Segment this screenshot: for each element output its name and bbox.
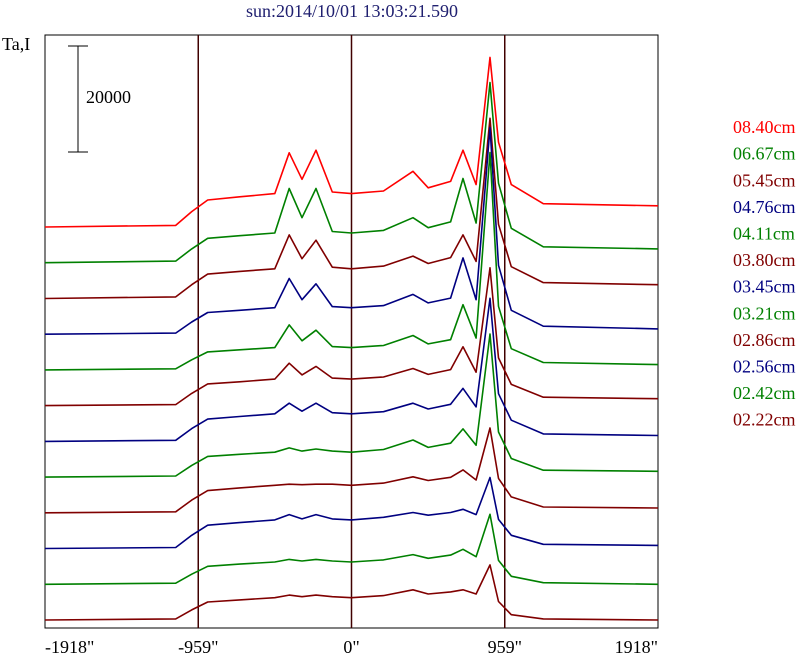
x-tick-label: 0" [343,637,359,657]
x-tick-label: 1918" [615,637,658,657]
y-axis-label: Ta,I [2,34,30,54]
chart-title: sun:2014/10/01 13:03:21.590 [246,1,458,21]
series-line [44,117,659,300]
legend-entry: 02.56cm [733,357,796,377]
series-line [44,564,659,621]
legend-entry: 03.45cm [733,277,796,297]
legend-entry: 06.67cm [733,144,796,164]
legend-entry: 05.45cm [733,170,796,190]
legend-entry: 08.40cm [733,117,796,137]
legend-entry: 03.21cm [733,303,796,323]
series-line [44,126,659,335]
x-tick-label: -959" [178,637,218,657]
series-line [44,56,659,228]
series-line [44,81,659,264]
x-tick-label: 959" [488,637,522,657]
series-line [44,513,659,586]
series-line [44,151,659,371]
legend-entry: 04.11cm [733,224,795,244]
legend-entry: 04.76cm [733,197,796,217]
series-line [44,427,659,514]
series-line [44,297,659,443]
scale-bar-label: 20000 [86,87,131,107]
legend-entry: 02.86cm [733,330,796,350]
series-line [44,333,659,478]
legend-entry: 02.42cm [733,383,796,403]
legend-entry: 03.80cm [733,250,796,270]
legend-entry: 02.22cm [733,410,796,430]
series-line [44,267,659,407]
x-tick-label: -1918" [45,637,94,657]
series-line [44,476,659,550]
